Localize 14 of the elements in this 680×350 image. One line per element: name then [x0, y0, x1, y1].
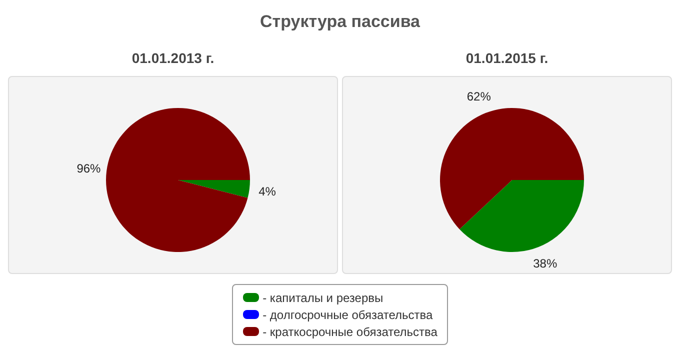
chart-subtitle: 01.01.2015 г. [464, 50, 550, 68]
chart-subtitle: 01.01.2013 г. [130, 50, 216, 68]
data-label: 38% [533, 256, 558, 271]
data-label: 62% [466, 89, 492, 104]
data-label: 4% [258, 184, 276, 198]
legend-label: - долгосрочные обязательства [262, 308, 433, 322]
pie-slice [440, 108, 584, 230]
data-label: 96% [76, 162, 102, 176]
pie-slice [106, 108, 250, 252]
pie-slice [178, 180, 250, 198]
pie-slice [460, 180, 584, 252]
legend-label: - капиталы и резервы [262, 290, 384, 304]
legend-label: - краткосрочные обязательства [262, 324, 438, 338]
chart-title: Структура пассива [258, 11, 422, 33]
